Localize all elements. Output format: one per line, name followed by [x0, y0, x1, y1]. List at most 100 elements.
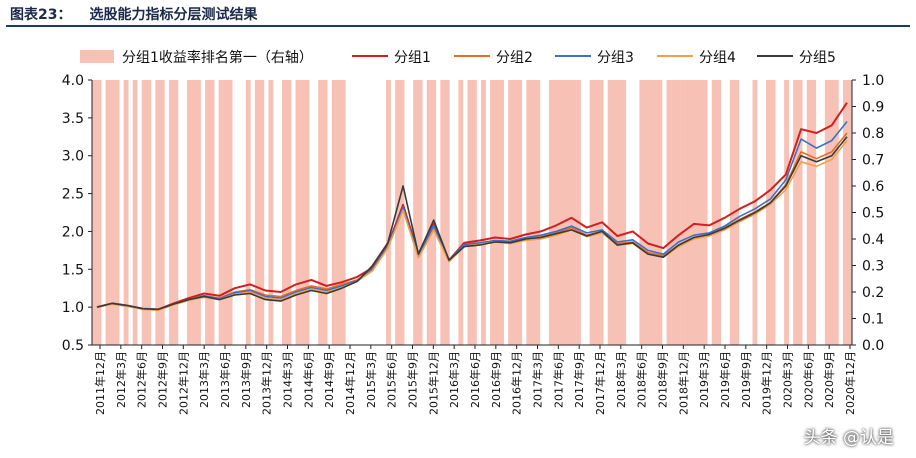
x-tick-label: 2016年12月: [510, 351, 524, 415]
left-tick-label: 2.0: [62, 224, 84, 240]
shaded-bar: [639, 80, 645, 345]
x-tick-label: 2020年3月: [781, 351, 795, 408]
shaded-bar: [671, 80, 676, 345]
shaded-bar: [472, 80, 477, 345]
shaded-bar: [223, 80, 229, 345]
x-tick-label: 2019年6月: [718, 351, 732, 408]
shaded-bar: [254, 80, 260, 345]
shaded-bar: [413, 80, 419, 345]
shaded-bar: [295, 80, 301, 345]
shaded-bar: [526, 80, 532, 345]
shaded-bar: [806, 80, 812, 345]
shaded-bar: [612, 80, 618, 345]
series-line: [96, 136, 848, 311]
shaded-bar: [797, 80, 803, 345]
shaded-bar: [770, 80, 776, 345]
shaded-bar: [191, 80, 197, 345]
right-tick-label: 0.8: [862, 126, 884, 142]
shaded-bar: [96, 80, 102, 345]
shaded-bar: [92, 80, 97, 345]
title-underline: [6, 25, 910, 27]
x-tick-label: 2012年9月: [156, 351, 170, 408]
shaded-bar: [648, 80, 654, 345]
figure-label: 图表23：: [10, 7, 72, 23]
shaded-bar: [517, 80, 523, 345]
shaded-bar: [657, 80, 663, 345]
figure-title: 图表23： 选股能力指标分层测试结果: [10, 4, 257, 24]
x-tick-label: 2017年3月: [531, 351, 545, 408]
x-tick-label: 2015年12月: [426, 351, 440, 415]
x-tick-label: 2013年6月: [218, 351, 232, 408]
shaded-bar: [842, 80, 848, 345]
shaded-bar: [322, 80, 328, 345]
shaded-bar: [187, 80, 192, 345]
shaded-bar: [304, 80, 310, 345]
series-line: [96, 121, 848, 311]
x-tick-label: 2017年9月: [572, 351, 586, 408]
shaded-bar: [702, 80, 708, 345]
shaded-bar: [110, 80, 115, 345]
x-tick-label: 2012年12月: [176, 351, 190, 415]
shaded-bar: [594, 80, 599, 345]
x-tick-label: 2018年6月: [635, 351, 649, 408]
x-tick-label: 2018年12月: [676, 351, 690, 415]
shaded-bar: [784, 80, 789, 345]
shaded-bar: [512, 80, 518, 345]
shaded-bar: [499, 80, 504, 345]
shaded-bar: [711, 80, 717, 345]
shaded-bar: [146, 80, 152, 345]
shaded-bar: [395, 80, 400, 345]
shaded-bar: [155, 80, 161, 345]
x-tick-label: 2013年12月: [260, 351, 274, 415]
shaded-bar: [553, 80, 559, 345]
x-tick-label: 2015年3月: [364, 351, 378, 408]
shaded-bar: [680, 80, 685, 345]
shaded-bar: [458, 80, 464, 345]
shaded-bar: [607, 80, 613, 345]
x-tick-label: 2015年9月: [406, 351, 420, 408]
shaded-bar: [168, 80, 174, 345]
left-tick-label: 0.5: [62, 338, 84, 354]
legend-label: 分组3: [597, 50, 634, 66]
shaded-bar: [444, 80, 450, 345]
shaded-bar: [209, 80, 215, 345]
shaded-bar: [159, 80, 165, 345]
shaded-bar: [286, 80, 292, 345]
x-tick-label: 2014年6月: [301, 351, 315, 408]
x-tick-label: 2018年3月: [614, 351, 628, 408]
right-tick-label: 0.9: [862, 100, 884, 116]
watermark: 头条 @认是: [803, 428, 894, 448]
shaded-bar: [833, 80, 839, 345]
shaded-bar: [173, 80, 179, 345]
shaded-bar: [693, 80, 699, 345]
shaded-bar: [490, 80, 495, 345]
x-tick-label: 2014年9月: [322, 351, 336, 408]
left-tick-label: 1.5: [62, 262, 84, 278]
x-tick-label: 2013年9月: [239, 351, 253, 408]
x-tick-label: 2012年6月: [135, 351, 149, 408]
shaded-bar: [847, 80, 853, 345]
shaded-bar: [643, 80, 649, 345]
shaded-bar: [331, 80, 337, 345]
x-tick-label: 2020年12月: [843, 351, 857, 415]
x-tick-label: 2016年6月: [468, 351, 482, 408]
x-tick-label: 2019年9月: [739, 351, 753, 408]
shaded-bar: [227, 80, 233, 345]
shaded-bar: [675, 80, 681, 345]
x-tick-label: 2014年3月: [281, 351, 295, 408]
legend-label: 分组4: [699, 50, 736, 66]
shaded-bar: [689, 80, 694, 345]
x-tick-label: 2018年9月: [656, 351, 670, 408]
shaded-bar: [440, 80, 446, 345]
right-tick-label: 0.5: [862, 206, 884, 222]
shaded-bar: [318, 80, 324, 345]
shaded-bar: [426, 80, 432, 345]
legend-label: 分组2: [496, 50, 533, 66]
legend-label: 分组5: [799, 50, 836, 66]
left-tick-label: 1.0: [62, 300, 84, 316]
x-tick-label: 2020年6月: [801, 351, 815, 408]
x-tick-label: 2014年12月: [343, 351, 357, 415]
shaded-bar: [218, 80, 224, 345]
x-tick-label: 2016年9月: [489, 351, 503, 408]
